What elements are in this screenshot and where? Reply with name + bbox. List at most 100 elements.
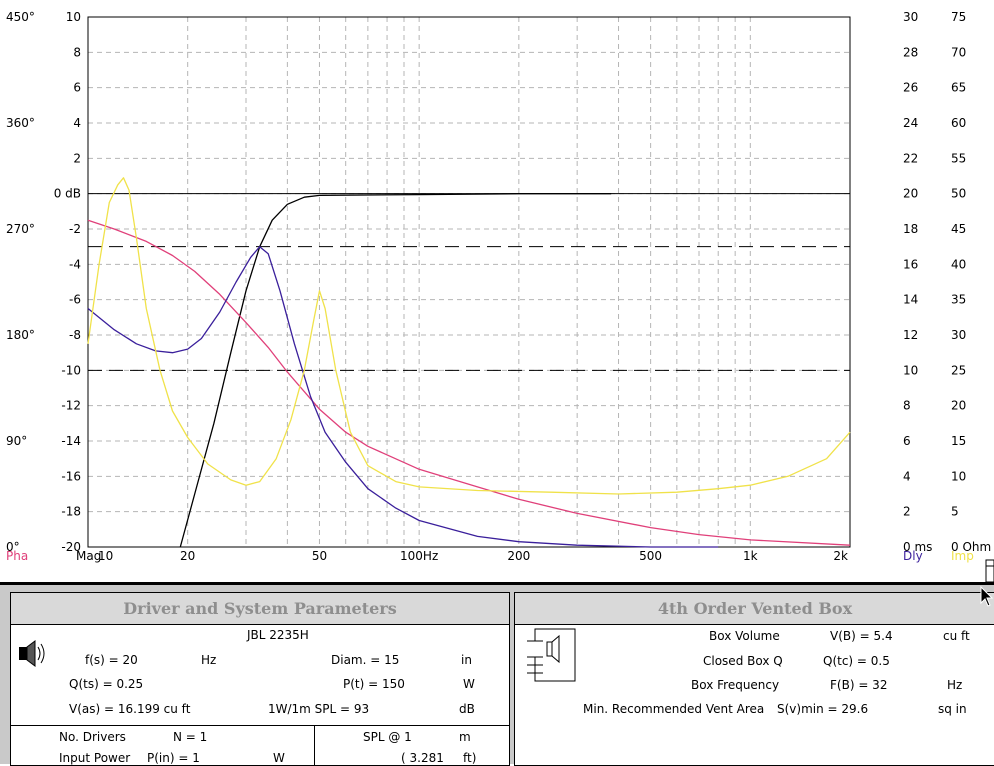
box-frequency-label: Box Frequency (691, 678, 780, 692)
box-frequency-value[interactable]: F(B) = 32 (830, 678, 888, 692)
delay-axis-label: 24 (903, 116, 918, 130)
box-volume-label: Box Volume (709, 629, 780, 643)
spl-value[interactable]: 1W/1m SPL = 93 (268, 702, 370, 716)
series-line-imp (87, 177, 851, 495)
vent-area-value[interactable]: S(v)min = 29.6 (777, 702, 869, 716)
diam-unit: in (461, 653, 472, 667)
x-tick-label: 50 (312, 549, 327, 563)
delay-axis-label: 6 (903, 434, 911, 448)
impedance-axis-label: 65 (951, 81, 966, 95)
spl-at-unit: m (459, 730, 471, 744)
ndrivers-label: No. Drivers (59, 730, 126, 744)
spl-unit: dB (459, 702, 475, 716)
spl-at-ft: ( 3.281 (401, 751, 444, 765)
y-tick-label: -10 (61, 363, 81, 377)
delay-axis-label: 8 (903, 399, 911, 413)
y-tick-label: -4 (69, 257, 81, 271)
phase-axis-label: 90° (6, 434, 27, 448)
y-tick-label: 6 (73, 81, 81, 95)
impedance-axis-label: 50 (951, 187, 966, 201)
x-tick-label: 10 (98, 549, 113, 563)
closed-box-q-value[interactable]: Q(tc) = 0.5 (823, 654, 890, 668)
delay-axis-label: 12 (903, 328, 918, 342)
phase-axis-label: 180° (6, 328, 35, 342)
y-tick-label: -18 (61, 505, 81, 519)
impedance-axis-label: 30 (951, 328, 966, 342)
vent-area-label: Min. Recommended Vent Area (583, 702, 765, 716)
ndrivers-value[interactable]: N = 1 (173, 730, 208, 744)
y-tick-label: -20 (61, 540, 81, 554)
series-layer (87, 177, 851, 548)
speaker-icon (19, 640, 45, 667)
y-tick-label: -6 (69, 293, 81, 307)
delay-axis-label: 28 (903, 45, 918, 59)
delay-axis-label: 2 (903, 505, 911, 519)
y-tick-label: -2 (69, 222, 81, 236)
series-line-dly (87, 246, 719, 548)
impedance-axis-label: 20 (951, 399, 966, 413)
impedance-axis-label: 70 (951, 45, 966, 59)
series-line-pha (87, 219, 851, 546)
fs-unit: Hz (201, 653, 217, 667)
x-tick-label: 2k (833, 549, 848, 563)
y-tick-label: -12 (61, 399, 81, 413)
y-tick-label: -14 (61, 434, 81, 448)
driver-panel-title: Driver and System Parameters (11, 593, 509, 625)
mouse-cursor-icon (980, 586, 994, 607)
x-tick-label: 1k (743, 549, 758, 563)
input-power-value[interactable]: P(in) = 1 (147, 751, 200, 765)
delay-axis-label: 30 (903, 10, 918, 24)
pt-value[interactable]: P(t) = 150 (343, 677, 405, 691)
driver-name[interactable]: JBL 2235H (247, 628, 309, 642)
phase-axis-label: 0° (6, 540, 20, 554)
panel-rule (11, 725, 509, 726)
vent-area-unit: sq in (938, 702, 967, 716)
x-tick-label: 20 (180, 549, 195, 563)
diam-value[interactable]: Diam. = 15 (331, 653, 400, 667)
closed-box-q-label: Closed Box Q (703, 654, 783, 668)
impedance-axis-label: 75 (951, 10, 966, 24)
delay-axis-label: 14 (903, 293, 918, 307)
box-frequency-unit: Hz (947, 678, 963, 692)
impedance-axis-label: 0 Ohm (951, 540, 991, 554)
phase-axis-label: 450° (6, 10, 35, 24)
y-tick-label: 2 (73, 151, 81, 165)
delay-axis-label: 20 (903, 187, 918, 201)
vas-value[interactable]: V(as) = 16.199 cu ft (69, 702, 191, 716)
panel-vrule (314, 725, 315, 765)
driver-parameters-panel: Driver and System Parameters JBL 2235H f… (10, 592, 510, 766)
chart-divider (0, 582, 994, 585)
y-tick-label: 0 dB (54, 187, 81, 201)
pt-unit: W (463, 677, 475, 691)
y-tick-label: 10 (66, 10, 81, 24)
impedance-axis-label: 45 (951, 222, 966, 236)
impedance-axis-label: 5 (951, 505, 959, 519)
input-power-label: Input Power (59, 751, 131, 765)
input-power-unit: W (273, 751, 285, 765)
box-volume-value[interactable]: V(B) = 5.4 (830, 629, 893, 643)
impedance-axis-label: 55 (951, 151, 966, 165)
y-tick-label: -8 (69, 328, 81, 342)
vented-box-panel: 4th Order Vented Box Box Volume V(B) = 5… (514, 592, 994, 766)
y-tick-label: 8 (73, 45, 81, 59)
box-panel-title: 4th Order Vented Box (515, 593, 994, 625)
impedance-axis-label: 35 (951, 293, 966, 307)
delay-axis-label: 10 (903, 363, 918, 377)
pha-axis-name: Pha (6, 549, 28, 563)
plot-frame (87, 16, 851, 548)
delay-axis-label: 26 (903, 81, 918, 95)
x-tick-label: 200 (507, 549, 530, 563)
fs-value[interactable]: f(s) = 20 (85, 653, 138, 667)
scroll-handle-icon[interactable] (985, 559, 994, 582)
mag-axis-name: Mag (76, 549, 101, 563)
impedance-axis-label: 25 (951, 363, 966, 377)
spl-at-label[interactable]: SPL @ 1 (363, 730, 412, 744)
delay-axis-label: 18 (903, 222, 918, 236)
impedance-axis-label: 10 (951, 469, 966, 483)
y-tick-label: -16 (61, 469, 81, 483)
qts-value[interactable]: Q(ts) = 0.25 (69, 677, 144, 691)
impedance-axis-label: 15 (951, 434, 966, 448)
phase-axis-label: 360° (6, 116, 35, 130)
